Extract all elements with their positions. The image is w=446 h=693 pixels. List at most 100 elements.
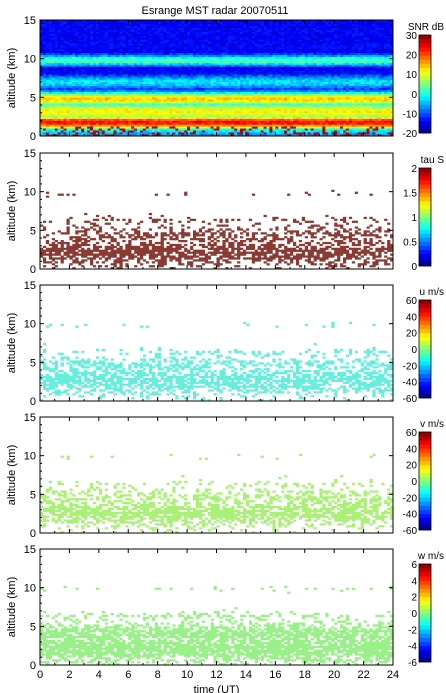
data-cell bbox=[146, 34, 149, 36]
data-cell bbox=[49, 28, 52, 30]
data-cell bbox=[281, 22, 284, 24]
data-cell bbox=[161, 22, 164, 24]
data-cell bbox=[184, 99, 187, 101]
data-cell bbox=[105, 78, 108, 80]
data-cell bbox=[149, 74, 152, 76]
data-cell bbox=[128, 115, 131, 117]
data-cell bbox=[46, 34, 49, 36]
data-cell bbox=[111, 86, 114, 88]
data-cell bbox=[43, 53, 46, 55]
data-cell bbox=[269, 51, 272, 53]
data-cell bbox=[55, 57, 58, 59]
data-cell bbox=[66, 45, 69, 47]
data-cell bbox=[234, 124, 237, 126]
data-cell bbox=[155, 103, 158, 105]
data-cell bbox=[219, 47, 222, 49]
data-cell bbox=[72, 63, 75, 65]
data-cell bbox=[69, 74, 72, 76]
data-cell bbox=[146, 84, 149, 86]
data-cell bbox=[240, 132, 243, 134]
data-cell bbox=[219, 34, 222, 36]
data-cell bbox=[205, 99, 208, 101]
data-cell bbox=[137, 122, 140, 124]
data-cell bbox=[190, 121, 193, 123]
data-cell bbox=[52, 49, 55, 51]
data-cell bbox=[146, 103, 149, 105]
data-cell bbox=[199, 78, 202, 80]
data-cell bbox=[246, 124, 249, 126]
data-cell bbox=[196, 97, 199, 99]
data-cell bbox=[66, 124, 69, 126]
data-cell bbox=[181, 122, 184, 124]
data-cell bbox=[269, 88, 272, 90]
data-cell bbox=[78, 113, 81, 115]
data-cell bbox=[222, 63, 225, 65]
data-cell bbox=[225, 28, 228, 30]
data-cell bbox=[90, 49, 93, 51]
data-cell bbox=[61, 43, 64, 45]
data-cell bbox=[64, 117, 67, 119]
data-cell bbox=[46, 59, 49, 61]
data-cell bbox=[202, 121, 205, 123]
data-cell bbox=[269, 78, 272, 80]
data-cell bbox=[161, 70, 164, 72]
data-cell bbox=[275, 121, 278, 123]
data-cell bbox=[211, 70, 214, 72]
data-cell bbox=[272, 37, 275, 39]
data-cell bbox=[219, 53, 222, 55]
data-cell bbox=[237, 95, 240, 97]
data-cell bbox=[119, 63, 122, 65]
data-cell bbox=[114, 63, 117, 65]
data-cell bbox=[116, 37, 119, 39]
data-cell bbox=[143, 61, 146, 63]
data-cell bbox=[43, 117, 46, 119]
data-cell bbox=[267, 111, 270, 113]
data-cell bbox=[125, 101, 128, 103]
data-cell bbox=[255, 126, 258, 128]
data-cell bbox=[64, 82, 67, 84]
data-cell bbox=[99, 26, 102, 28]
data-cell bbox=[161, 32, 164, 34]
data-cell bbox=[264, 80, 267, 82]
data-cell bbox=[275, 78, 278, 80]
data-cell bbox=[225, 84, 228, 86]
data-cell bbox=[69, 88, 72, 90]
data-cell bbox=[143, 63, 146, 65]
data-cell bbox=[211, 128, 214, 130]
data-cell bbox=[231, 122, 234, 124]
data-cell bbox=[152, 132, 155, 134]
data-cell bbox=[134, 70, 137, 72]
data-cell bbox=[152, 32, 155, 34]
data-cell bbox=[105, 117, 108, 119]
data-cell bbox=[222, 117, 225, 119]
data-cell bbox=[78, 130, 81, 132]
data-cell bbox=[105, 82, 108, 84]
data-cell bbox=[184, 45, 187, 47]
data-cell bbox=[261, 45, 264, 47]
data-cell bbox=[149, 90, 152, 92]
data-cell bbox=[81, 37, 84, 39]
data-cell bbox=[272, 101, 275, 103]
data-cell bbox=[72, 55, 75, 57]
data-cell bbox=[81, 115, 84, 117]
data-cell bbox=[199, 115, 202, 117]
data-cell bbox=[58, 53, 61, 55]
data-cell bbox=[66, 121, 69, 123]
data-cell bbox=[99, 93, 102, 95]
data-cell bbox=[205, 88, 208, 90]
data-cell bbox=[152, 101, 155, 103]
data-cell bbox=[278, 43, 281, 45]
data-cell bbox=[202, 39, 205, 41]
data-cell bbox=[75, 128, 78, 130]
data-cell bbox=[134, 126, 137, 128]
data-cell bbox=[172, 28, 175, 30]
data-cell bbox=[140, 113, 143, 115]
data-cell bbox=[134, 43, 137, 45]
data-cell bbox=[278, 76, 281, 78]
data-cell bbox=[111, 32, 114, 34]
data-cell bbox=[81, 24, 84, 26]
data-cell bbox=[258, 117, 261, 119]
data-cell bbox=[284, 113, 287, 115]
data-cell bbox=[278, 39, 281, 41]
data-cell bbox=[252, 86, 255, 88]
